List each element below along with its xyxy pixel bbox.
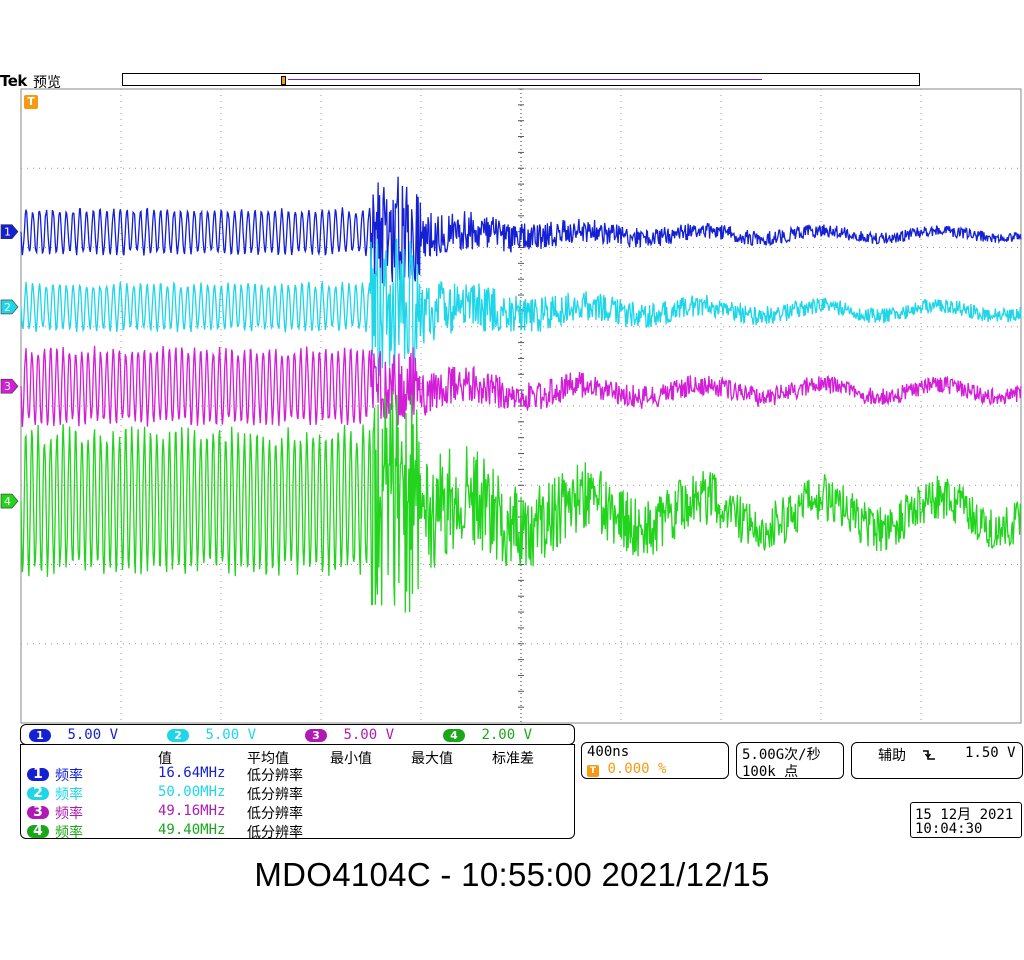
channel-1-badge: 1	[29, 729, 51, 742]
channel-3-badge: 3	[305, 729, 327, 742]
channel-2-badge: 2	[167, 729, 189, 742]
channel-2-marker-label: 2	[4, 301, 11, 314]
channel-3-scale[interactable]: 3 5.00 V	[305, 727, 394, 743]
measure-header-std: 标准差	[492, 751, 534, 767]
measure-row-3-note: 低分辨率	[247, 806, 303, 822]
waveform-traces	[20, 176, 1022, 613]
measure-row-4-value: 49.40MHz	[158, 822, 226, 838]
measure-row-1-value: 16.64MHz	[158, 765, 226, 781]
channel-2-scale-value: 5.00 V	[205, 727, 257, 743]
trigger-panel[interactable]: 辅助 1.50 V	[851, 742, 1023, 779]
channel-scale-panel: 1 5.00 V 2 5.00 V 3 5.00 V 4 2.00 V	[20, 724, 575, 745]
mode-label: 预览	[33, 75, 61, 91]
sample-rate: 5.00G次/秒	[742, 747, 821, 763]
trigger-level: 1.50 V	[965, 745, 1016, 761]
channel-1-ground-marker[interactable]: 1	[0, 224, 19, 239]
channel-4-badge: 4	[443, 729, 465, 742]
measure-row-2-value: 50.00MHz	[158, 784, 226, 800]
channel-3-marker-shape	[0, 378, 19, 394]
channel-1-marker-label: 1	[4, 226, 11, 239]
brand-logo: Tek	[0, 72, 27, 90]
record-view-window[interactable]	[281, 76, 286, 85]
channel-4-marker-shape	[0, 493, 19, 509]
waveform-channel-4	[20, 391, 1022, 613]
channel-3-scale-value: 5.00 V	[343, 727, 395, 743]
channel-4-marker-label: 4	[4, 495, 11, 508]
date-display: 15 12月 2021	[915, 807, 1014, 823]
measure-header-min: 最小值	[330, 751, 372, 767]
measure-row-4-note: 低分辨率	[247, 825, 303, 841]
measure-row-4-badge: 4	[27, 824, 49, 838]
channel-1-scale-value: 5.00 V	[67, 727, 119, 743]
channel-1-scale[interactable]: 1 5.00 V	[29, 727, 118, 743]
measure-row-3-name: 频率	[55, 806, 83, 822]
channel-4-scale[interactable]: 4 2.00 V	[443, 727, 532, 743]
measure-row-4-name: 频率	[55, 825, 83, 841]
graticule	[20, 88, 1022, 724]
time-display: 10:04:30	[915, 821, 983, 837]
channel-2-marker-shape	[0, 299, 19, 315]
channel-4-scale-value: 2.00 V	[481, 727, 533, 743]
timebase-panel[interactable]: 400ns T 0.000 %	[581, 742, 729, 779]
measure-row-2-badge: 2	[27, 786, 49, 800]
measure-row-1-badge: 1	[27, 767, 49, 781]
falling-edge-icon	[923, 750, 935, 760]
waveform-channel-3	[20, 345, 1022, 427]
waveform-channel-2	[20, 238, 1022, 378]
measure-row-2-name: 频率	[55, 787, 83, 803]
measure-header-mean: 平均值	[247, 751, 289, 767]
channel-3-ground-marker[interactable]: 3	[0, 378, 19, 394]
trigger-source: 辅助	[878, 748, 906, 764]
trigger-position-marker[interactable]: T	[24, 95, 38, 109]
measure-row-3-value: 49.16MHz	[158, 803, 226, 819]
measure-row-1-name: 频率	[55, 768, 83, 784]
measure-row-2-note: 低分辨率	[247, 787, 303, 803]
acquisition-panel[interactable]: 5.00G次/秒 100k 点	[736, 742, 844, 780]
trigger-position: T 0.000 %	[587, 761, 666, 777]
trigger-position-icon: T	[587, 765, 599, 777]
channel-3-marker-label: 3	[4, 380, 11, 393]
measurement-panel: 值 平均值 最小值 最大值 标准差 1 频率 16.64MHz 低分辨率 2 频…	[20, 744, 575, 841]
channel-4-ground-marker[interactable]: 4	[0, 493, 19, 509]
channel-1-marker-shape	[0, 224, 19, 239]
datetime-panel: 15 12月 2021 10:04:30	[910, 802, 1022, 838]
channel-markers: 1 2 3 4	[0, 224, 19, 509]
measure-header-max: 最大值	[411, 751, 453, 767]
capture-caption: MDO4104C - 10:55:00 2021/12/15	[254, 856, 770, 893]
channel-2-ground-marker[interactable]: 2	[0, 299, 19, 315]
trigger-position-value: 0.000 %	[607, 761, 667, 777]
measure-row-3-badge: 3	[27, 805, 49, 819]
record-length: 100k 点	[742, 764, 799, 780]
measure-header-value: 值	[158, 751, 172, 767]
measure-row-1-note: 低分辨率	[247, 768, 303, 784]
channel-2-scale[interactable]: 2 5.00 V	[167, 727, 256, 743]
timebase-scale: 400ns	[587, 744, 630, 760]
record-view-line	[288, 79, 762, 80]
waveform-channel-1	[20, 176, 1022, 284]
record-view-bar[interactable]	[122, 73, 920, 86]
